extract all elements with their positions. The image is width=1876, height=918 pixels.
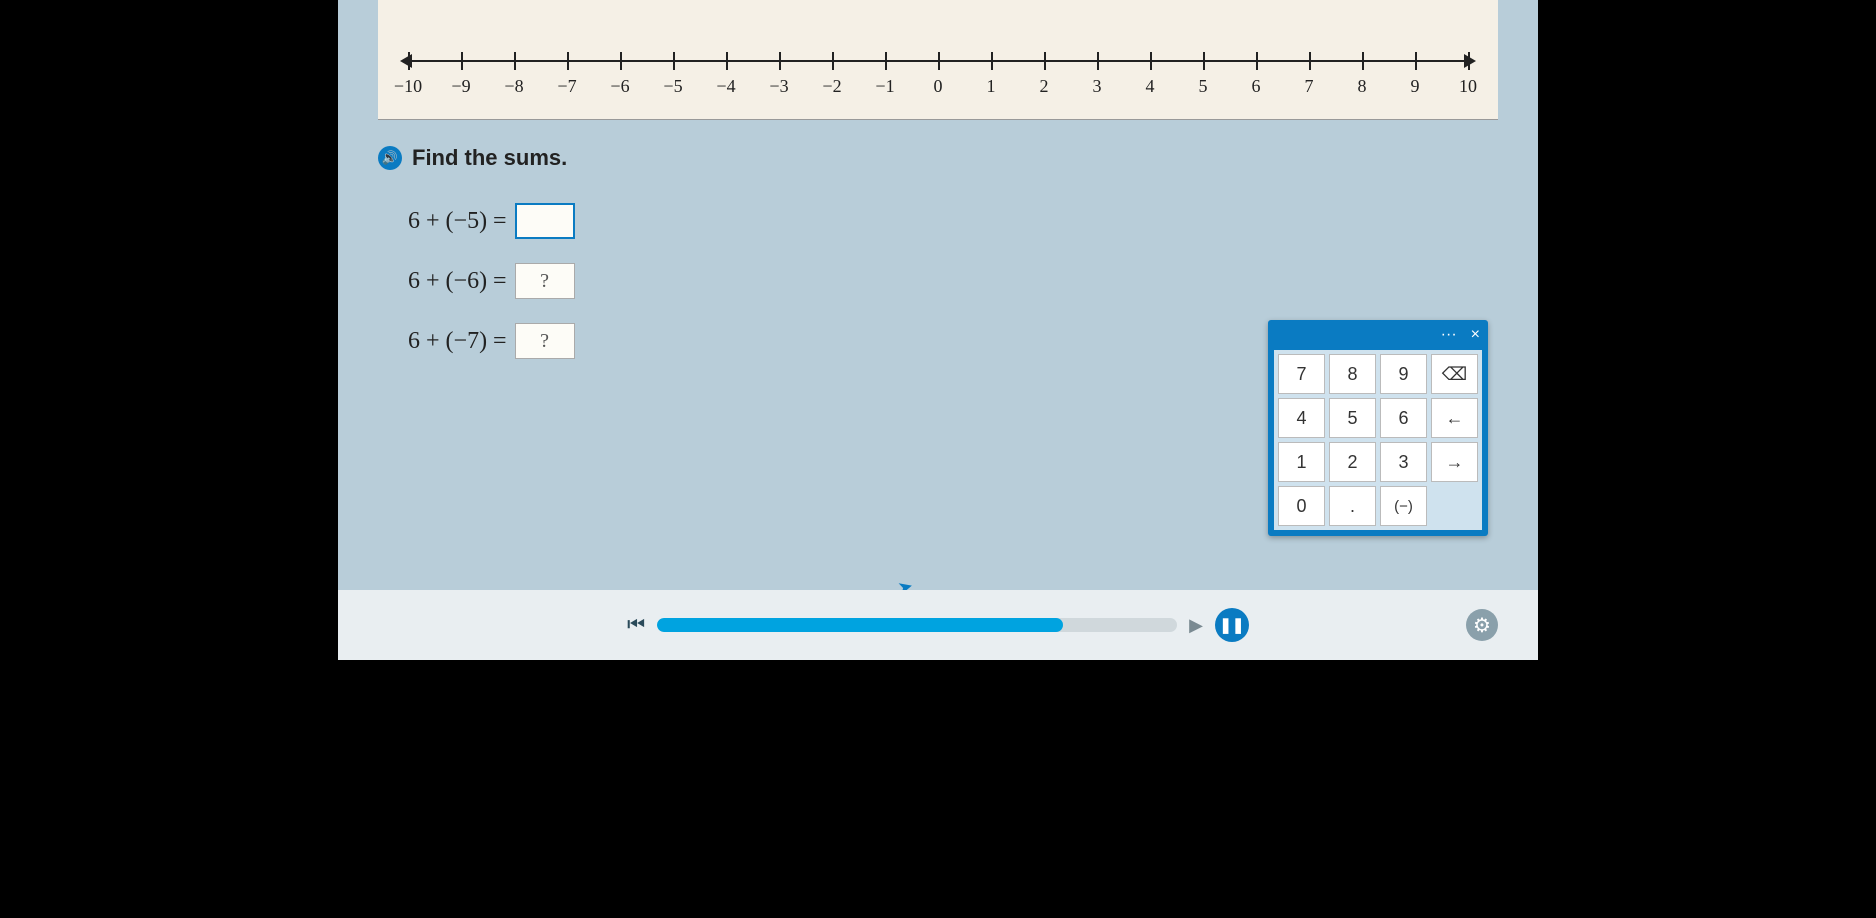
tick — [726, 52, 728, 70]
pause-button[interactable]: ❚❚ — [1215, 608, 1249, 642]
tick-label: 7 — [1305, 76, 1314, 97]
key-[interactable]: ← — [1431, 398, 1478, 438]
key-3[interactable]: 3 — [1380, 442, 1427, 482]
answer-input[interactable] — [515, 203, 575, 239]
progress-wrap: ⏮ ▶ ❚❚ — [378, 608, 1498, 642]
key-[interactable]: . — [1329, 486, 1376, 526]
key-4[interactable]: 4 — [1278, 398, 1325, 438]
tick — [991, 52, 993, 70]
answer-input[interactable]: ? — [515, 263, 575, 299]
tick-label: −1 — [875, 76, 894, 97]
settings-gear-icon[interactable]: ⚙ — [1466, 609, 1498, 641]
instruction-text: Find the sums. — [412, 145, 567, 171]
tick — [567, 52, 569, 70]
tick — [620, 52, 622, 70]
tick-label: 0 — [934, 76, 943, 97]
keypad-grid: 789⌫ 456← 123→ 0.(−) — [1274, 350, 1482, 530]
tick — [1362, 52, 1364, 70]
key-7[interactable]: 7 — [1278, 354, 1325, 394]
tick-label: 6 — [1252, 76, 1261, 97]
tick — [938, 52, 940, 70]
key-1[interactable]: 1 — [1278, 442, 1325, 482]
numberline-panel: −10−9−8−7−6−5−4−3−2−1012345678910 — [378, 0, 1498, 120]
answer-input[interactable]: ? — [515, 323, 575, 359]
key-[interactable]: ⌫ — [1431, 354, 1478, 394]
key-[interactable]: (−) — [1380, 486, 1427, 526]
key-8[interactable]: 8 — [1329, 354, 1376, 394]
tick — [1468, 52, 1470, 70]
tick — [1097, 52, 1099, 70]
progress-fill — [657, 618, 1063, 632]
numberline: −10−9−8−7−6−5−4−3−2−1012345678910 — [408, 50, 1468, 100]
tick-label: −10 — [394, 76, 422, 97]
key-empty — [1431, 486, 1478, 526]
instruction-row: 🔊 Find the sums. — [378, 145, 1498, 171]
tick-label: 1 — [987, 76, 996, 97]
key-[interactable]: → — [1431, 442, 1478, 482]
tick — [779, 52, 781, 70]
player-bar: ⏮ ▶ ❚❚ ⚙ — [338, 590, 1538, 660]
tick — [1256, 52, 1258, 70]
progress-bar[interactable] — [657, 618, 1177, 632]
tick-label: −7 — [557, 76, 576, 97]
tick-label: 5 — [1199, 76, 1208, 97]
equation-expression: 6 + (−6) = — [408, 268, 507, 295]
tick-label: −6 — [610, 76, 629, 97]
tick-label: −9 — [451, 76, 470, 97]
keypad: ··· × 789⌫ 456← 123→ 0.(−) — [1268, 320, 1488, 536]
audio-icon[interactable]: 🔊 — [378, 146, 402, 170]
tick — [1150, 52, 1152, 70]
tick-label: 3 — [1093, 76, 1102, 97]
tick-label: 4 — [1146, 76, 1155, 97]
key-6[interactable]: 6 — [1380, 398, 1427, 438]
tick-label: −4 — [716, 76, 735, 97]
skip-back-button[interactable]: ⏮ — [627, 614, 645, 637]
tick — [1415, 52, 1417, 70]
tick — [461, 52, 463, 70]
tick — [1203, 52, 1205, 70]
tick — [885, 52, 887, 70]
keypad-header: ··· × — [1268, 320, 1488, 350]
equation-expression: 6 + (−7) = — [408, 328, 507, 355]
tick-label: 9 — [1411, 76, 1420, 97]
tick — [408, 52, 410, 70]
tick — [514, 52, 516, 70]
key-9[interactable]: 9 — [1380, 354, 1427, 394]
tick-label: 10 — [1459, 76, 1477, 97]
keypad-close-icon[interactable]: × — [1471, 326, 1480, 344]
tick — [673, 52, 675, 70]
tick — [1309, 52, 1311, 70]
tick-label: 2 — [1040, 76, 1049, 97]
tick-label: −2 — [822, 76, 841, 97]
tick-label: −5 — [663, 76, 682, 97]
tick-label: −8 — [504, 76, 523, 97]
key-2[interactable]: 2 — [1329, 442, 1376, 482]
tick-label: 8 — [1358, 76, 1367, 97]
arrow-right-icon — [1464, 54, 1476, 68]
equation-expression: 6 + (−5) = — [408, 208, 507, 235]
skip-forward-button[interactable]: ▶ — [1189, 615, 1203, 636]
equation-row: 6 + (−6) =? — [408, 261, 1498, 301]
tick-label: −3 — [769, 76, 788, 97]
lesson-screen: −10−9−8−7−6−5−4−3−2−1012345678910 🔊 Find… — [338, 0, 1538, 660]
keypad-more-icon[interactable]: ··· — [1441, 326, 1457, 344]
key-0[interactable]: 0 — [1278, 486, 1325, 526]
tick — [1044, 52, 1046, 70]
equation-row: 6 + (−5) = — [408, 201, 1498, 241]
tick — [832, 52, 834, 70]
key-5[interactable]: 5 — [1329, 398, 1376, 438]
